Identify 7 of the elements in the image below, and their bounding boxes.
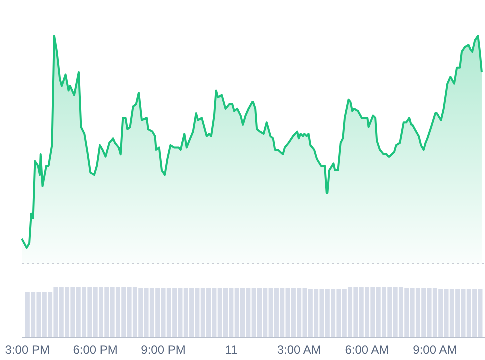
x-tick-label: 11 — [225, 343, 238, 357]
x-tick-label: 3:00 PM — [5, 343, 50, 357]
x-tick-label: 9:00 PM — [141, 343, 186, 357]
x-tick-label: 9:00 AM — [413, 343, 458, 357]
x-tick-label: 3:00 AM — [277, 343, 322, 357]
x-tick-label: 6:00 PM — [73, 343, 118, 357]
x-tick-label: 6:00 AM — [345, 343, 390, 357]
